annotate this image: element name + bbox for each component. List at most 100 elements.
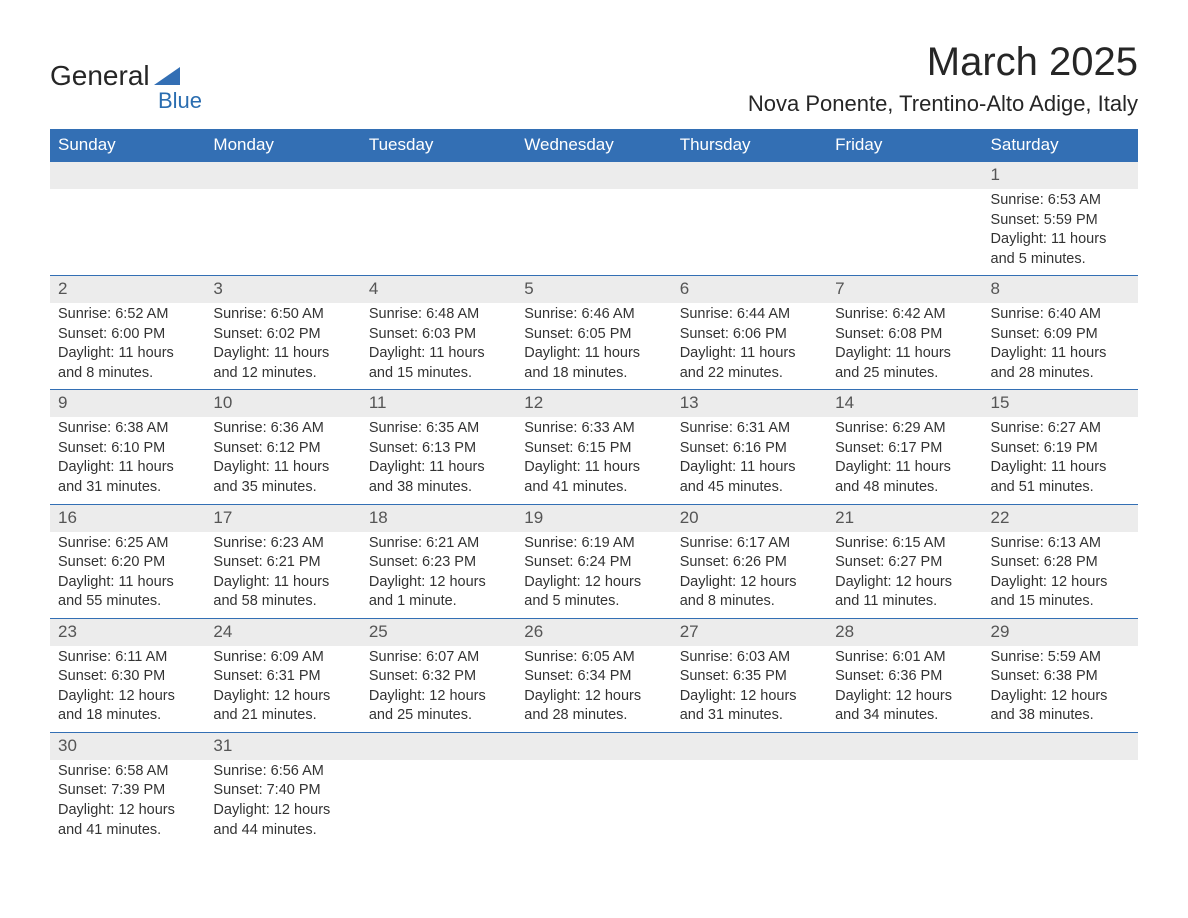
sunrise-text: Sunrise: 6:53 AM	[991, 191, 1130, 211]
day-content-cell: Sunrise: 6:33 AMSunset: 6:15 PMDaylight:…	[516, 417, 671, 504]
day-content-cell: Sunrise: 6:58 AMSunset: 7:39 PMDaylight:…	[50, 760, 205, 846]
daylight-text: Daylight: 12 hours and 15 minutes.	[991, 573, 1130, 612]
day-number-cell: 28	[827, 618, 982, 645]
day-number-cell: 29	[983, 618, 1138, 645]
day-content-cell	[827, 760, 982, 846]
sunset-text: Sunset: 6:36 PM	[835, 667, 974, 687]
day-content-cell: Sunrise: 6:19 AMSunset: 6:24 PMDaylight:…	[516, 532, 671, 619]
daylight-text: Daylight: 11 hours and 35 minutes.	[213, 458, 352, 497]
day-number-cell	[361, 162, 516, 189]
sunset-text: Sunset: 7:39 PM	[58, 781, 197, 801]
day-number-row: 3031	[50, 732, 1138, 759]
day-header: Thursday	[672, 129, 827, 162]
day-content-cell	[672, 760, 827, 846]
sunset-text: Sunset: 7:40 PM	[213, 781, 352, 801]
day-content-cell: Sunrise: 6:27 AMSunset: 6:19 PMDaylight:…	[983, 417, 1138, 504]
day-number-cell: 12	[516, 390, 671, 417]
daylight-text: Daylight: 12 hours and 38 minutes.	[991, 687, 1130, 726]
day-content-cell: Sunrise: 6:15 AMSunset: 6:27 PMDaylight:…	[827, 532, 982, 619]
daylight-text: Daylight: 11 hours and 22 minutes.	[680, 344, 819, 383]
sunset-text: Sunset: 6:06 PM	[680, 325, 819, 345]
day-content-cell: Sunrise: 6:35 AMSunset: 6:13 PMDaylight:…	[361, 417, 516, 504]
sunrise-text: Sunrise: 6:01 AM	[835, 648, 974, 668]
day-number-cell: 25	[361, 618, 516, 645]
sunrise-text: Sunrise: 6:58 AM	[58, 762, 197, 782]
daylight-text: Daylight: 11 hours and 55 minutes.	[58, 573, 197, 612]
sunset-text: Sunset: 6:30 PM	[58, 667, 197, 687]
sunrise-text: Sunrise: 6:19 AM	[524, 534, 663, 554]
day-content-cell: Sunrise: 6:07 AMSunset: 6:32 PMDaylight:…	[361, 646, 516, 733]
sunset-text: Sunset: 6:15 PM	[524, 439, 663, 459]
day-content-cell: Sunrise: 6:05 AMSunset: 6:34 PMDaylight:…	[516, 646, 671, 733]
day-content-cell: Sunrise: 6:36 AMSunset: 6:12 PMDaylight:…	[205, 417, 360, 504]
day-content-cell: Sunrise: 6:29 AMSunset: 6:17 PMDaylight:…	[827, 417, 982, 504]
daylight-text: Daylight: 11 hours and 25 minutes.	[835, 344, 974, 383]
sunrise-text: Sunrise: 6:48 AM	[369, 305, 508, 325]
day-content-cell: Sunrise: 6:40 AMSunset: 6:09 PMDaylight:…	[983, 303, 1138, 390]
sunrise-text: Sunrise: 6:09 AM	[213, 648, 352, 668]
day-number-cell	[50, 162, 205, 189]
sunrise-text: Sunrise: 6:07 AM	[369, 648, 508, 668]
month-title: March 2025	[748, 40, 1138, 85]
sunset-text: Sunset: 6:05 PM	[524, 325, 663, 345]
day-content-cell	[205, 189, 360, 276]
day-number-cell	[827, 732, 982, 759]
day-content-row: Sunrise: 6:25 AMSunset: 6:20 PMDaylight:…	[50, 532, 1138, 619]
day-number-cell: 23	[50, 618, 205, 645]
day-content-cell: Sunrise: 6:11 AMSunset: 6:30 PMDaylight:…	[50, 646, 205, 733]
sunset-text: Sunset: 5:59 PM	[991, 211, 1130, 231]
day-number-cell: 21	[827, 504, 982, 531]
day-number-cell: 8	[983, 276, 1138, 303]
day-number-cell	[205, 162, 360, 189]
sunrise-text: Sunrise: 6:52 AM	[58, 305, 197, 325]
day-number-cell	[827, 162, 982, 189]
day-number-cell	[361, 732, 516, 759]
logo-text-blue: Blue	[158, 88, 202, 114]
sunrise-text: Sunrise: 6:56 AM	[213, 762, 352, 782]
day-number-cell: 4	[361, 276, 516, 303]
day-number-cell: 17	[205, 504, 360, 531]
sunset-text: Sunset: 6:19 PM	[991, 439, 1130, 459]
day-content-cell: Sunrise: 6:46 AMSunset: 6:05 PMDaylight:…	[516, 303, 671, 390]
day-number-cell	[983, 732, 1138, 759]
sunset-text: Sunset: 6:09 PM	[991, 325, 1130, 345]
day-content-cell	[827, 189, 982, 276]
day-of-week-header-row: SundayMondayTuesdayWednesdayThursdayFrid…	[50, 129, 1138, 162]
daylight-text: Daylight: 11 hours and 51 minutes.	[991, 458, 1130, 497]
sunrise-text: Sunrise: 6:11 AM	[58, 648, 197, 668]
sunrise-text: Sunrise: 6:15 AM	[835, 534, 974, 554]
sunrise-text: Sunrise: 6:33 AM	[524, 419, 663, 439]
day-number-cell: 18	[361, 504, 516, 531]
sunset-text: Sunset: 6:31 PM	[213, 667, 352, 687]
logo-text-general: General	[50, 60, 150, 92]
sunrise-text: Sunrise: 6:21 AM	[369, 534, 508, 554]
sunset-text: Sunset: 6:00 PM	[58, 325, 197, 345]
day-content-cell: Sunrise: 6:25 AMSunset: 6:20 PMDaylight:…	[50, 532, 205, 619]
day-content-cell	[516, 189, 671, 276]
day-number-cell: 24	[205, 618, 360, 645]
sunrise-text: Sunrise: 6:35 AM	[369, 419, 508, 439]
sunrise-text: Sunrise: 6:44 AM	[680, 305, 819, 325]
day-number-cell: 11	[361, 390, 516, 417]
day-header: Wednesday	[516, 129, 671, 162]
location: Nova Ponente, Trentino-Alto Adige, Italy	[748, 91, 1138, 117]
day-number-cell: 26	[516, 618, 671, 645]
day-number-cell	[516, 162, 671, 189]
day-content-cell: Sunrise: 6:42 AMSunset: 6:08 PMDaylight:…	[827, 303, 982, 390]
daylight-text: Daylight: 11 hours and 48 minutes.	[835, 458, 974, 497]
day-content-cell	[516, 760, 671, 846]
sunrise-text: Sunrise: 5:59 AM	[991, 648, 1130, 668]
sunrise-text: Sunrise: 6:13 AM	[991, 534, 1130, 554]
daylight-text: Daylight: 11 hours and 41 minutes.	[524, 458, 663, 497]
day-number-cell: 16	[50, 504, 205, 531]
day-number-cell: 19	[516, 504, 671, 531]
day-content-cell: Sunrise: 5:59 AMSunset: 6:38 PMDaylight:…	[983, 646, 1138, 733]
daylight-text: Daylight: 11 hours and 31 minutes.	[58, 458, 197, 497]
day-number-row: 1	[50, 162, 1138, 189]
header: General Blue March 2025 Nova Ponente, Tr…	[50, 40, 1138, 117]
sunset-text: Sunset: 6:28 PM	[991, 553, 1130, 573]
day-number-row: 9101112131415	[50, 390, 1138, 417]
sunset-text: Sunset: 6:35 PM	[680, 667, 819, 687]
day-content-cell	[672, 189, 827, 276]
sunrise-text: Sunrise: 6:23 AM	[213, 534, 352, 554]
